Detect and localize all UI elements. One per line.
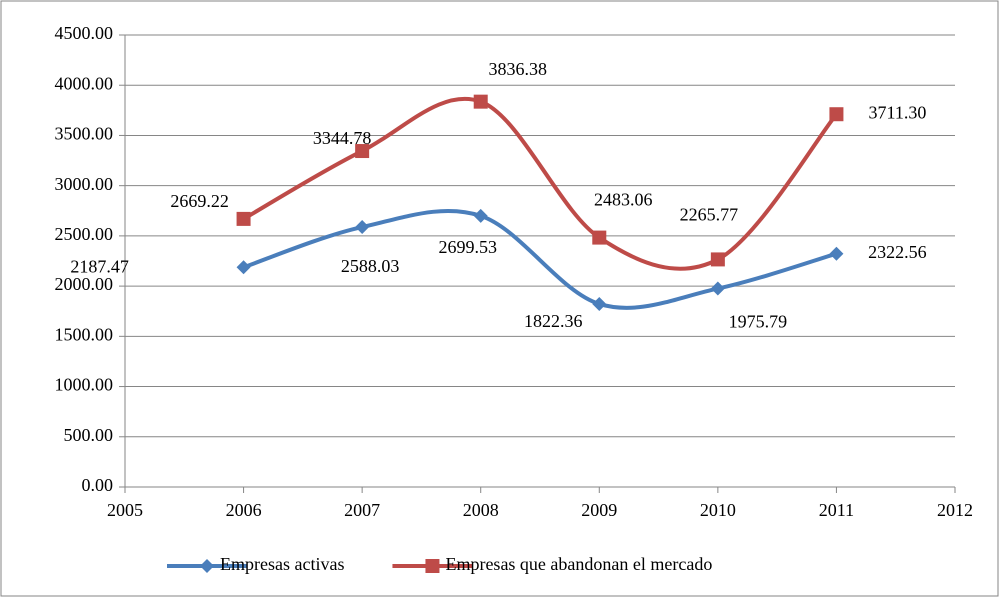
data-point xyxy=(829,246,844,261)
data-label: 1822.36 xyxy=(524,311,583,331)
data-label: 3711.30 xyxy=(869,102,927,122)
legend-label: Empresas que abandonan el mercado xyxy=(445,554,712,574)
y-tick-label: 1500.00 xyxy=(55,324,114,344)
data-label: 2588.03 xyxy=(341,256,400,276)
data-label: 2483.06 xyxy=(594,190,653,210)
y-tick-label: 4000.00 xyxy=(55,73,114,93)
data-label: 2699.53 xyxy=(438,237,497,257)
y-tick-label: 0.00 xyxy=(82,475,114,495)
y-tick-label: 4500.00 xyxy=(55,23,114,43)
series-line xyxy=(242,208,837,310)
data-label: 2322.56 xyxy=(868,242,927,262)
x-tick-label: 2006 xyxy=(226,500,262,520)
data-point xyxy=(236,211,251,226)
x-tick-label: 2012 xyxy=(937,500,973,520)
data-label: 2187.47 xyxy=(70,256,129,276)
data-label: 3836.38 xyxy=(488,59,547,79)
y-tick-label: 3000.00 xyxy=(55,174,114,194)
data-point xyxy=(473,208,488,223)
x-tick-label: 2008 xyxy=(463,500,499,520)
data-point xyxy=(829,107,844,122)
data-point xyxy=(710,281,725,296)
y-tick-label: 1000.00 xyxy=(55,375,114,395)
x-tick-label: 2011 xyxy=(819,500,854,520)
data-point xyxy=(592,296,607,311)
legend-label: Empresas activas xyxy=(220,554,344,574)
x-tick-label: 2005 xyxy=(107,500,143,520)
x-tick-label: 2009 xyxy=(581,500,617,520)
x-tick-label: 2007 xyxy=(344,500,380,520)
y-tick-label: 2500.00 xyxy=(55,224,114,244)
data-point xyxy=(592,230,607,245)
data-point xyxy=(473,94,488,109)
y-tick-label: 500.00 xyxy=(64,425,114,445)
y-tick-label: 3500.00 xyxy=(55,124,114,144)
data-label: 2669.22 xyxy=(170,191,229,211)
data-point xyxy=(710,252,725,267)
legend-marker xyxy=(200,559,214,573)
data-label: 2265.77 xyxy=(680,205,739,225)
x-tick-label: 2010 xyxy=(700,500,736,520)
legend-marker xyxy=(425,559,440,573)
data-label: 1975.79 xyxy=(729,312,788,332)
data-point xyxy=(236,260,251,275)
data-label: 3344.78 xyxy=(313,128,372,148)
data-point xyxy=(355,144,370,159)
data-point xyxy=(355,220,370,235)
y-tick-label: 2000.00 xyxy=(55,274,114,294)
